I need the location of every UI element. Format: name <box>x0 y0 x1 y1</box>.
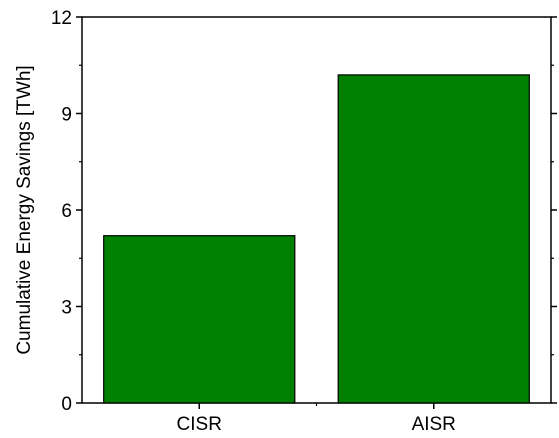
y-tick-label: 3 <box>61 298 72 319</box>
y-tick-label: 9 <box>61 105 72 126</box>
y-axis-title: Cumulative Energy Savings [TWh] <box>14 65 35 354</box>
x-tick-label-aisr: AISR <box>412 414 456 435</box>
y-tick-label: 0 <box>61 394 72 415</box>
bars-group <box>103 74 530 404</box>
x-tick-label-cisr: CISR <box>177 414 222 435</box>
bar-aisr <box>337 74 530 404</box>
x-ticks-group: CISR AISR <box>177 403 456 435</box>
bar-cisr <box>103 235 296 404</box>
y-ticks-group: 0 3 6 9 12 <box>51 8 557 415</box>
y-tick-label: 6 <box>61 201 72 222</box>
y-tick-label: 12 <box>51 8 72 29</box>
